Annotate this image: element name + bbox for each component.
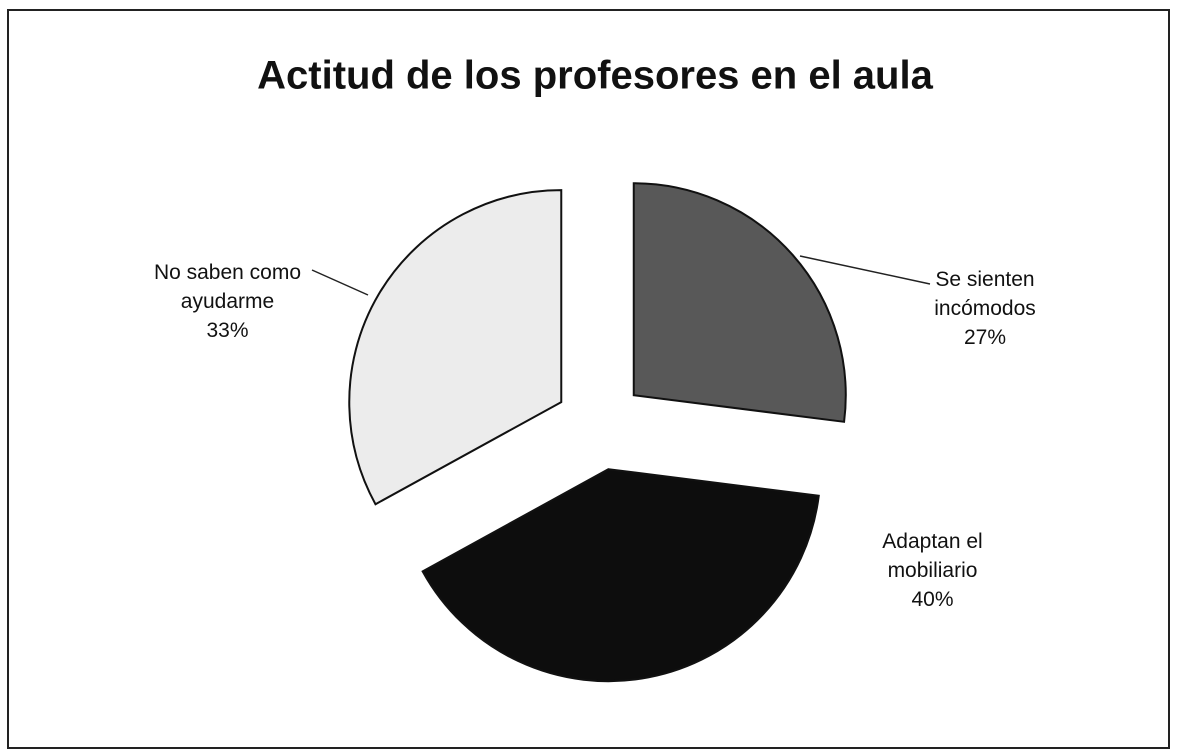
value-label: 40% (911, 588, 954, 611)
category-label: No saben como ayudarme (153, 261, 302, 313)
value-label: 27% (963, 326, 1007, 349)
chart-title: Actitud de los profesores en el aula (257, 54, 933, 98)
pie-slice (632, 182, 847, 423)
value-label: 33% (206, 319, 249, 342)
pie-slice (421, 468, 820, 683)
category-label: Adaptan el mobiliario (882, 530, 983, 582)
leader-line (311, 269, 369, 296)
pie-slice (348, 189, 563, 506)
category-label: Se sienten incómodos (934, 268, 1036, 320)
slice-label: Adaptan el mobiliario 40% (850, 527, 1015, 614)
slice-label: No saben como ayudarme 33% (140, 258, 315, 345)
slice-label: Se sienten incómodos 27% (900, 265, 1070, 352)
leader-line (799, 255, 931, 285)
